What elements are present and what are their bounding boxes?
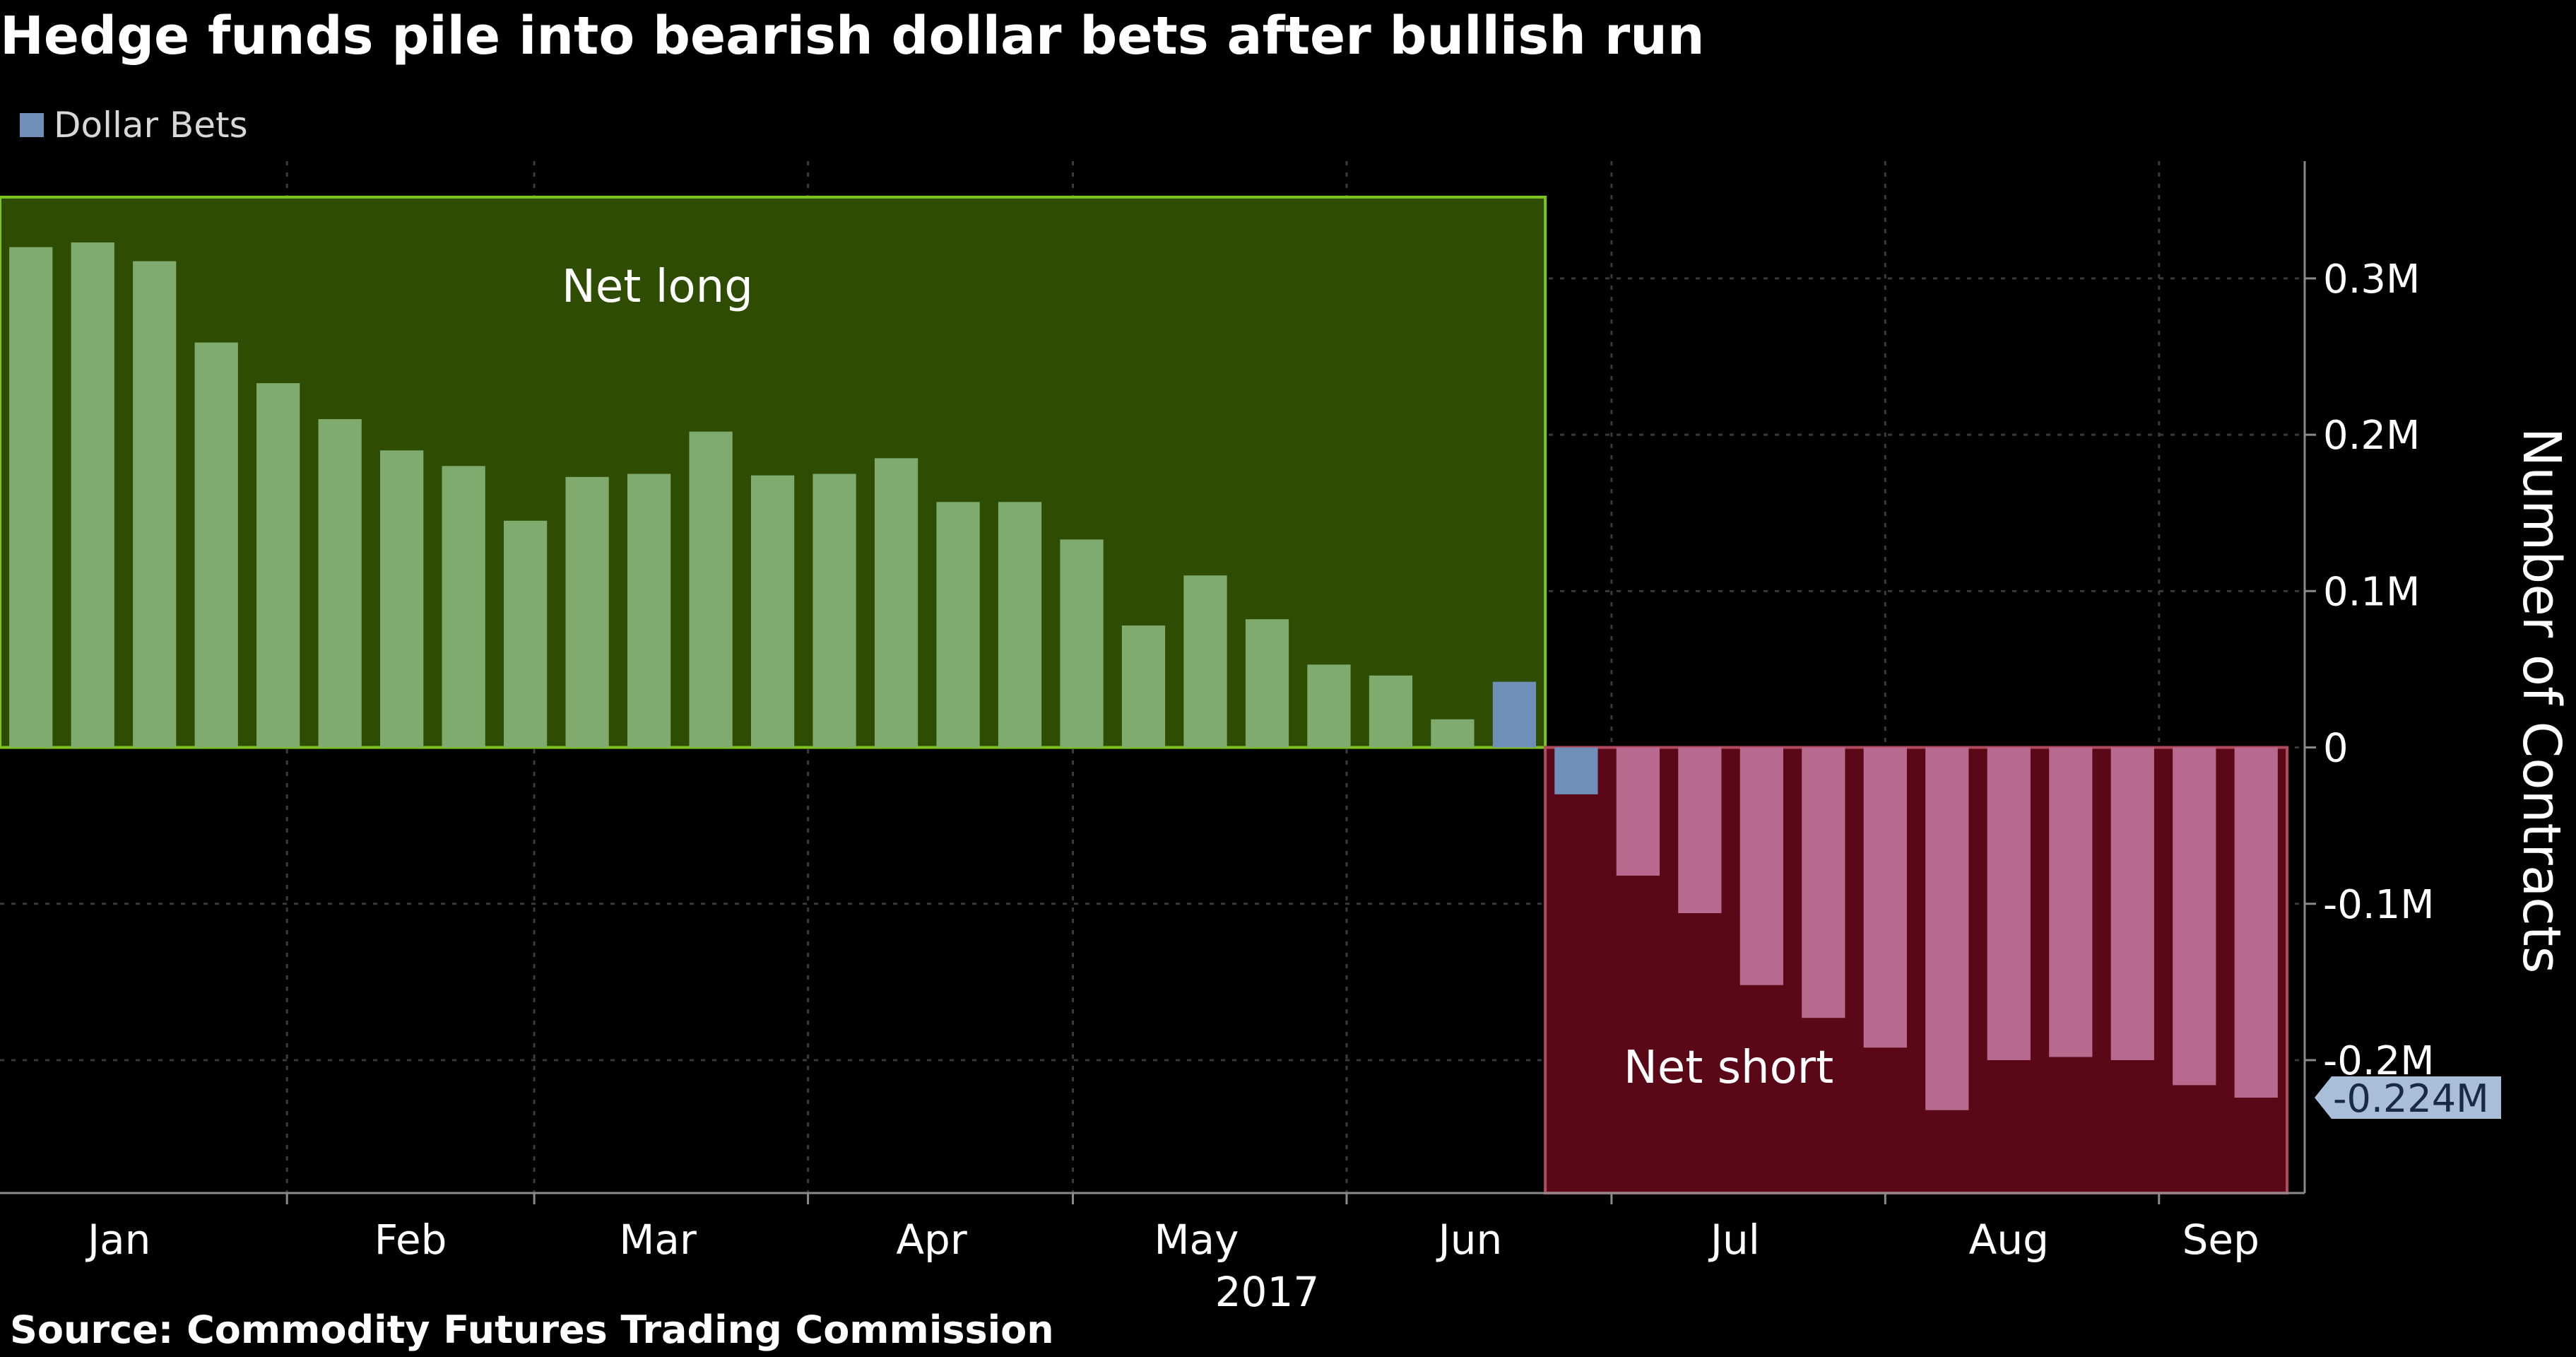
legend-swatch [20, 113, 44, 137]
legend-label: Dollar Bets [54, 105, 248, 146]
bar [194, 342, 238, 748]
x-tick-label: Jul [1708, 1216, 1760, 1264]
y-tick-label: 0.3M [2323, 257, 2420, 302]
bar [256, 383, 300, 748]
bar [71, 242, 114, 748]
bar [1492, 681, 1537, 748]
bar [504, 520, 548, 748]
y-tick-label: -0.2M [2323, 1038, 2435, 1084]
bar [813, 474, 856, 748]
x-tick-label: Feb [374, 1216, 447, 1264]
net-long-label: Net long [562, 261, 753, 313]
bar [565, 476, 609, 748]
y-axis-title: Number of Contracts [2511, 428, 2572, 974]
bar [2173, 747, 2216, 1086]
y-tick-label: 0.1M [2323, 569, 2420, 615]
x-tick-label: Apr [896, 1216, 967, 1264]
bar [689, 431, 733, 748]
last-value-tag [2315, 1076, 2501, 1120]
x-tick-label: Jun [1436, 1216, 1503, 1264]
bar [380, 450, 424, 748]
bar [1802, 747, 1845, 1018]
bar [1369, 675, 1413, 748]
bar [750, 475, 795, 748]
bar [1121, 625, 1166, 748]
bar [1307, 664, 1351, 748]
net-short-label: Net short [1624, 1042, 1833, 1094]
bar [998, 502, 1042, 748]
bar [2234, 747, 2278, 1098]
bar [1616, 747, 1660, 876]
bar [1678, 747, 1722, 914]
bar [1739, 747, 1783, 985]
last-value-label: -0.224M [2333, 1076, 2489, 1121]
bar [1863, 747, 1907, 1048]
x-tick-label: Mar [619, 1216, 697, 1264]
bar [1060, 539, 1104, 748]
bar [9, 247, 53, 748]
x-tick-label: May [1154, 1216, 1239, 1264]
bar [874, 458, 918, 748]
legend: Dollar Bets [20, 105, 248, 146]
axes [0, 161, 2501, 1204]
y-tick-label: -0.1M [2323, 882, 2435, 928]
bar [936, 502, 980, 748]
bar [627, 474, 671, 748]
bar [442, 466, 485, 748]
x-tick-label: Aug [1969, 1216, 2049, 1264]
x-tick-label: Jan [85, 1216, 150, 1264]
bar [133, 261, 177, 748]
bar [1245, 619, 1289, 748]
bar [318, 419, 362, 748]
net-short-region [1544, 746, 2289, 1194]
bars [9, 242, 2278, 1110]
bar [2049, 747, 2093, 1057]
bar [1925, 747, 1969, 1110]
chart-title: Hedge funds pile into bearish dollar bet… [0, 6, 1705, 66]
bar [2110, 747, 2154, 1060]
bar [1183, 575, 1227, 748]
bar [1554, 747, 1598, 794]
y-tick-label: 0 [2323, 726, 2348, 772]
bar [1987, 747, 2031, 1060]
x-tick-label: Sep [2182, 1216, 2259, 1264]
labels: Net long Net short 0.3M 0.2M 0.1M 0 -0.1M -0.2M… [85, 257, 2572, 1316]
x-year-label: 2017 [1215, 1268, 1320, 1316]
source-note: Source: Commodity Futures Trading Commis… [10, 1308, 1054, 1352]
y-tick-label: 0.2M [2323, 413, 2420, 459]
bar [1431, 719, 1475, 748]
